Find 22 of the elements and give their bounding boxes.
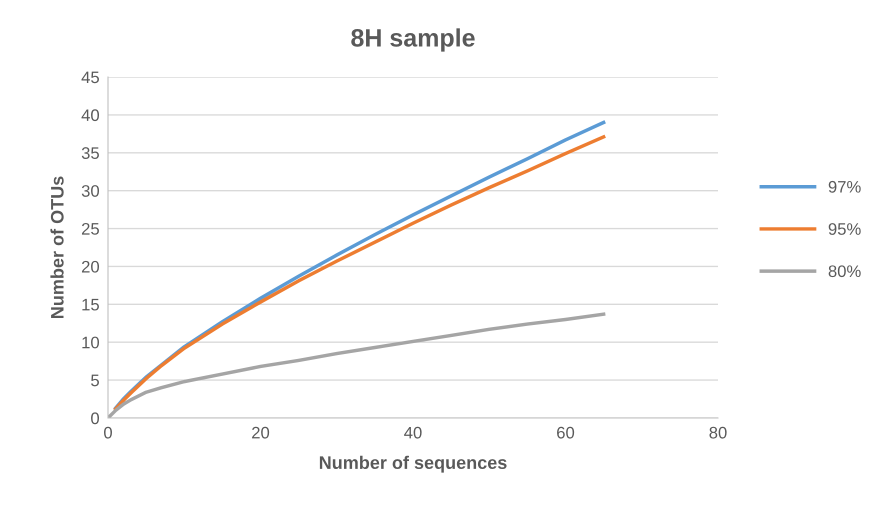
line-series xyxy=(108,312,606,418)
x-tick-label: 40 xyxy=(404,426,422,439)
x-tick-label: 80 xyxy=(709,426,727,439)
y-tick-label: 10 xyxy=(82,336,100,348)
x-tick-label: 60 xyxy=(557,426,574,439)
legend-label: 80% xyxy=(828,265,861,278)
y-tick-label: 5 xyxy=(91,374,99,386)
y-tick-label: 25 xyxy=(82,222,99,235)
y-axis-title: Number of OTUs xyxy=(50,176,64,318)
x-axis-title: Number of sequences xyxy=(320,456,507,473)
y-tick-label: 45 xyxy=(82,72,99,84)
legend-label: 95% xyxy=(828,223,861,235)
y-tick-label: 20 xyxy=(82,260,100,273)
legend-label: 97% xyxy=(828,180,861,193)
y-tick-label: 35 xyxy=(82,147,99,159)
y-tick-label: 30 xyxy=(82,185,100,197)
x-tick-label: 0 xyxy=(104,426,112,439)
y-tick-label: 15 xyxy=(82,298,99,311)
chart-title: 8H sample xyxy=(351,28,475,52)
x-tick-label: 20 xyxy=(252,426,270,439)
y-tick-label: 0 xyxy=(91,412,100,424)
y-tick-label: 40 xyxy=(82,109,100,122)
